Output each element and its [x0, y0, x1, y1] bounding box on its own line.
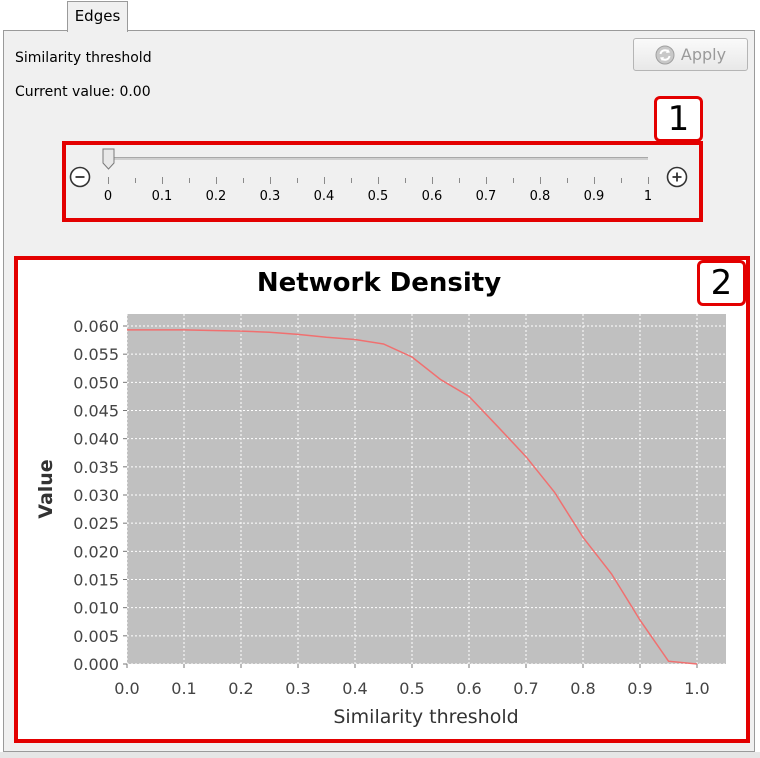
slider-tick-label: 0.5 — [367, 189, 389, 204]
slider-tick — [459, 178, 460, 183]
x-axis-label: Similarity threshold — [333, 706, 518, 728]
slider-tick — [189, 178, 190, 183]
slider-tick — [648, 177, 649, 184]
apply-button[interactable]: Apply — [633, 38, 748, 71]
slider-tick-label: 0.4 — [313, 189, 335, 204]
callout-box-slider — [62, 141, 703, 222]
y-tick-label: 0.055 — [73, 345, 119, 364]
plot-area — [127, 314, 726, 664]
current-value: 0.00 — [119, 84, 151, 100]
slider-tick-label: 0 — [103, 189, 113, 204]
y-tick-label: 0.040 — [73, 430, 119, 449]
y-tick-label: 0.035 — [73, 458, 119, 477]
y-tick-label: 0.005 — [73, 627, 119, 646]
slider-tick — [432, 177, 433, 184]
slider-tick — [378, 177, 379, 184]
slider-tick — [621, 178, 622, 183]
slider-thumb[interactable] — [102, 148, 115, 170]
y-tick-label: 0.000 — [73, 655, 119, 674]
x-tick-label: 0.0 — [114, 679, 139, 698]
slider-tick — [486, 177, 487, 184]
slider-tick — [243, 178, 244, 183]
y-tick-label: 0.030 — [73, 486, 119, 505]
slider-tick — [135, 178, 136, 183]
callout-number-1: 1 — [654, 96, 703, 142]
slider-tick — [270, 177, 271, 184]
y-tick-label: 0.045 — [73, 402, 119, 421]
callout-number-2: 2 — [697, 260, 746, 306]
slider-tick — [162, 177, 163, 184]
slider-tick — [567, 178, 568, 183]
y-tick-label: 0.050 — [73, 373, 119, 392]
y-tick-label: 0.020 — [73, 542, 119, 561]
slider-tick-label: 0.8 — [529, 189, 551, 204]
similarity-threshold-label: Similarity threshold — [15, 50, 152, 66]
slider-tick-label: 0.7 — [475, 189, 497, 204]
callout-box-chart — [14, 256, 750, 743]
y-axis: 0.000 0.005 0.010 0.015 0.020 0.025 0.030 0.035… — [73, 317, 127, 674]
x-tick-label: 0.6 — [456, 679, 481, 698]
current-value-label: Current value: — [15, 84, 115, 100]
x-tick-label: 0.2 — [228, 679, 253, 698]
x-tick-label: 0.5 — [399, 679, 424, 698]
x-tick-label: 1.0 — [684, 679, 709, 698]
slider-tick — [351, 178, 352, 183]
zoom-out-icon[interactable] — [69, 166, 91, 188]
x-tick-label: 0.7 — [513, 679, 538, 698]
x-tick-label: 0.1 — [171, 679, 196, 698]
y-tick-label: 0.060 — [73, 317, 119, 336]
x-tick-label: 0.3 — [285, 679, 310, 698]
y-tick-label: 0.015 — [73, 571, 119, 590]
refresh-icon — [655, 45, 675, 64]
slider-tick — [324, 177, 325, 184]
series-line — [127, 329, 698, 665]
x-tick-label: 0.4 — [342, 679, 367, 698]
chart-title: Network Density — [257, 268, 501, 298]
slider-tick — [540, 177, 541, 184]
slider-tick-label: 0.6 — [421, 189, 443, 204]
y-axis-label: Value — [35, 459, 57, 518]
y-tick-label: 0.010 — [73, 599, 119, 618]
slider-tick-label: 0.3 — [259, 189, 281, 204]
x-tick-label: 0.9 — [627, 679, 652, 698]
current-value-row: Current value: 0.00 — [15, 84, 151, 100]
x-axis: 0.0 0.1 0.2 0.3 0.4 0.5 0.6 0.7 0.8 0.9 1.0 — [114, 664, 710, 698]
slider-tick-label: 0.1 — [151, 189, 173, 204]
y-tick-label: 0.025 — [73, 514, 119, 533]
tab-edges[interactable]: Edges — [67, 1, 128, 32]
slider-tick-label: 0.9 — [583, 189, 605, 204]
slider-tick-label: 0.2 — [205, 189, 227, 204]
zoom-in-icon[interactable] — [666, 166, 688, 188]
slider-tick-label: 1 — [643, 189, 653, 204]
slider-tick — [216, 177, 217, 184]
bottom-edge — [0, 752, 760, 758]
slider-tick — [594, 177, 595, 184]
slider-track[interactable] — [108, 157, 648, 160]
slider-tick — [513, 178, 514, 183]
x-tick-label: 0.8 — [570, 679, 595, 698]
slider-tick — [108, 177, 109, 184]
slider-tick — [297, 178, 298, 183]
apply-label: Apply — [680, 45, 727, 64]
slider-tick — [405, 178, 406, 183]
